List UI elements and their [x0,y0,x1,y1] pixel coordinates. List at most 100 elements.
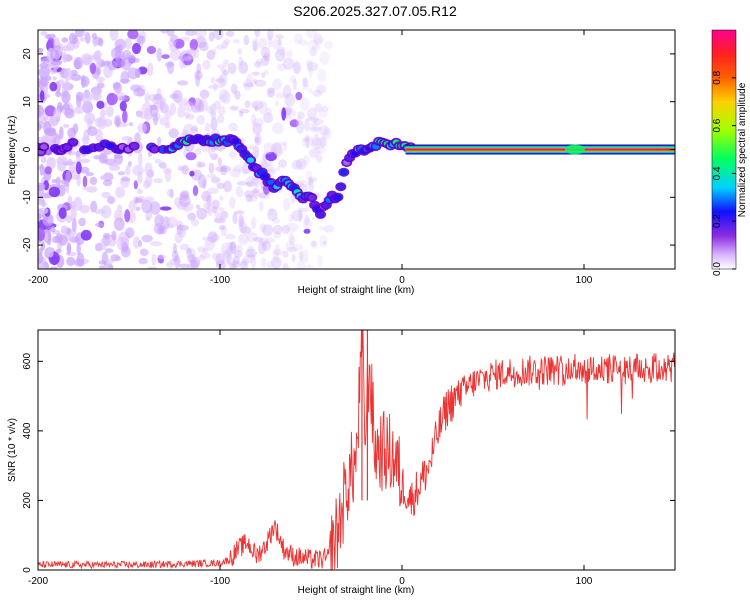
x-tick-label: -100 [210,576,230,587]
noise-blob [298,39,309,46]
colorbar-label: Normalized spectral amplitude [737,82,748,217]
noise-blob [262,224,274,237]
noise-blob [169,43,177,53]
noise-blob [297,111,305,119]
noise-blob [156,47,162,62]
noise-blob [300,97,310,112]
noise-blob [190,126,198,133]
noise-blob [245,180,256,188]
noise-blob [232,212,238,225]
noise-blob [317,254,323,268]
noise-blob [311,241,319,249]
noise-blob [179,191,189,201]
noise-blob [311,137,322,150]
noise-blob [312,89,323,97]
noise-blob [301,135,314,148]
noise-blob [230,83,238,95]
noise-blob [60,225,69,233]
noise-blob [44,166,52,175]
noise-blob [169,93,180,99]
noise-blob [220,165,232,172]
noise-blob [56,155,68,165]
snr-ylabel: SNR (10 * v/v) [7,418,18,482]
noise-blob [218,89,229,103]
noise-blob [117,171,126,176]
noise-blob [282,84,292,99]
noise-blob [208,145,213,156]
noise-blob [249,144,255,150]
noise-blob [271,39,282,50]
y-tick-label: 10 [22,96,33,108]
noise-blob [113,217,125,231]
noise-blob [208,162,215,174]
noise-blob [154,214,164,228]
noise-blob [258,37,267,49]
noise-blob [59,126,64,140]
noise-blob [125,227,135,238]
noise-blob [219,210,229,219]
noise-blob [242,79,254,91]
noise-blob [246,73,253,88]
noise-blob [254,133,262,146]
ridge-blob [247,157,255,163]
noise-blob [251,100,264,110]
noise-blob [196,63,202,74]
noise-blob [61,37,69,43]
noise-blob [319,51,330,65]
noise-blob [75,161,82,175]
noise-blob [105,60,111,66]
noise-blob [254,79,267,87]
noise-blob [286,222,298,233]
y-tick-label: 200 [22,492,33,509]
noise-blob [284,93,295,107]
figure-title: S206.2025.327.07.05.R12 [293,3,457,19]
noise-blob [315,150,323,164]
noise-blob [223,59,230,67]
noise-blob [267,208,278,221]
noise-blob [121,136,133,142]
noise-blob [245,194,253,203]
noise-blob [202,179,207,189]
noise-blob [81,91,92,105]
noise-blob [280,46,287,58]
noise-blob [137,188,143,195]
noise-blob [319,235,328,248]
noise-blob [139,248,149,257]
ridge-blob [63,144,71,151]
noise-blob [149,104,159,118]
noise-blob [272,249,284,255]
noise-blob [124,209,131,223]
noise-blob [235,185,244,198]
noise-blob [285,240,295,250]
noise-blob [208,31,215,42]
noise-blob [113,151,124,165]
noise-blob [261,155,267,170]
noise-blob [109,30,119,41]
colorbar-ticks: 0.0 0.2 0.4 0.6 0.8 [711,29,737,276]
noise-blob [263,112,273,124]
noise-blob [146,266,157,269]
noise-blob [253,236,264,242]
noise-blob [312,44,321,52]
noise-blob [46,225,51,231]
noise-blob [164,168,172,183]
noise-blob [38,182,46,191]
noise-blob [92,37,98,47]
noise-blob [150,241,163,247]
noise-blob [195,72,201,87]
noise-blob [201,190,211,202]
noise-blob [251,71,261,76]
noise-blob [76,252,85,266]
noise-blob [261,72,266,79]
noise-blob [229,151,237,159]
noise-blob [90,200,98,213]
noise-blob [230,168,241,178]
noise-blob [53,108,61,121]
noise-blob [289,75,297,84]
x-tick-label: -200 [28,275,48,286]
noise-blob [252,122,263,135]
noise-blob [185,113,195,120]
noise-blob [81,135,90,145]
noise-blob [198,255,206,261]
